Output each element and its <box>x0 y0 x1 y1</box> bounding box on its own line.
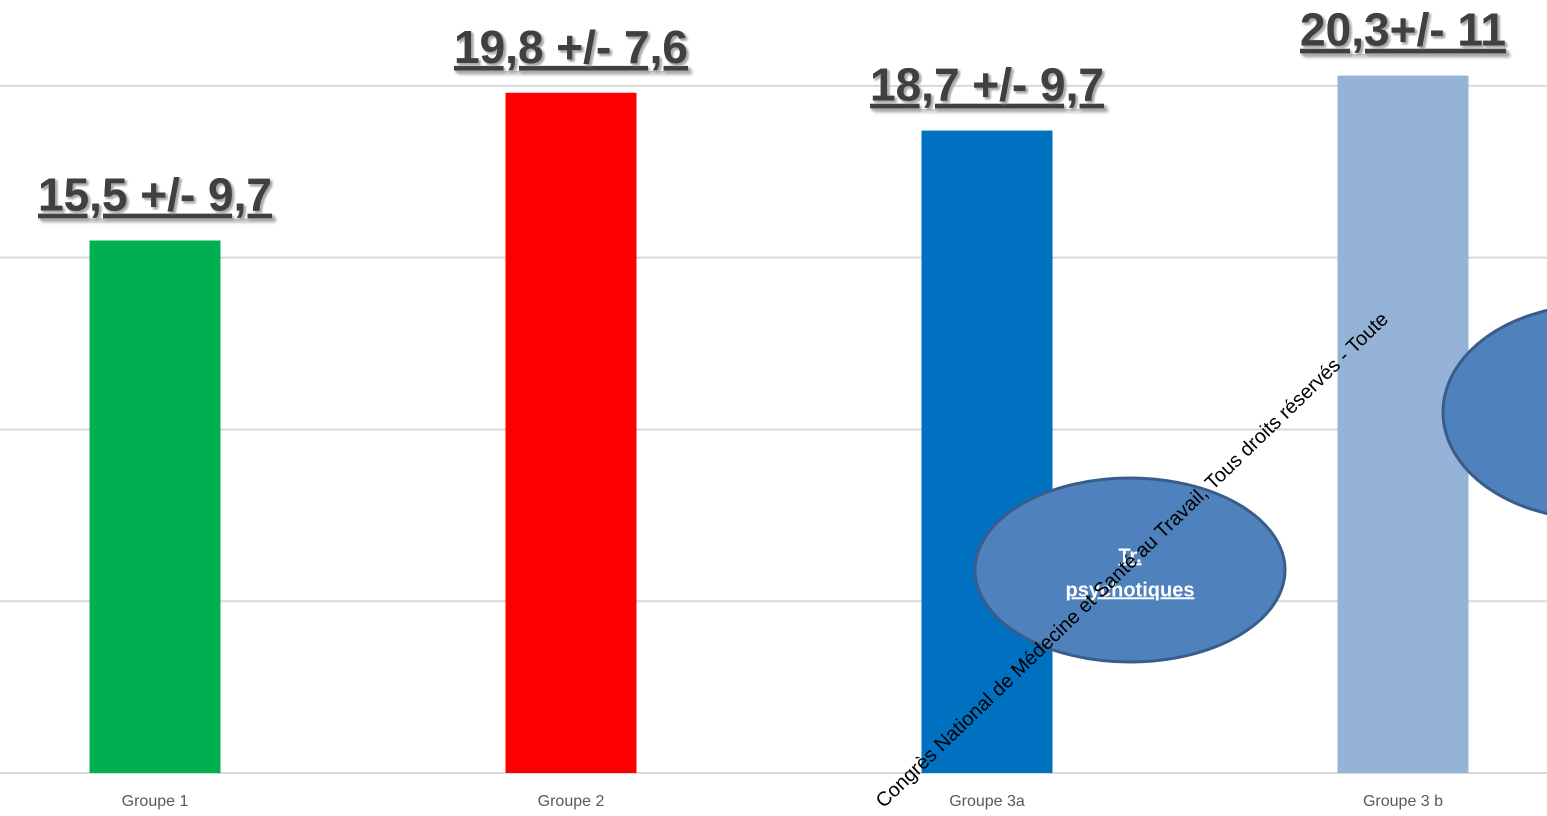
annotation-bubble <box>973 476 1287 664</box>
annotation-text: psychotiques <box>1066 579 1195 601</box>
bar <box>505 92 637 773</box>
annotation-text: Tr. <box>1118 545 1141 567</box>
value-label: 19,8 +/- 7,6 <box>454 21 688 73</box>
value-label: 20,3+/- 11 <box>1300 4 1506 56</box>
value-label: 15,5 +/- 9,7 <box>38 169 272 221</box>
x-tick-label: Groupe 3a <box>949 793 1025 810</box>
value-label: 18,7 +/- 9,7 <box>870 59 1104 111</box>
bar <box>89 240 221 773</box>
annotation-bubble <box>1441 308 1547 516</box>
x-tick-label: Groupe 3 b <box>1363 793 1443 810</box>
x-tick-label: Groupe 2 <box>538 793 605 810</box>
bar <box>921 130 1053 773</box>
x-tick-label: Groupe 1 <box>122 793 189 810</box>
